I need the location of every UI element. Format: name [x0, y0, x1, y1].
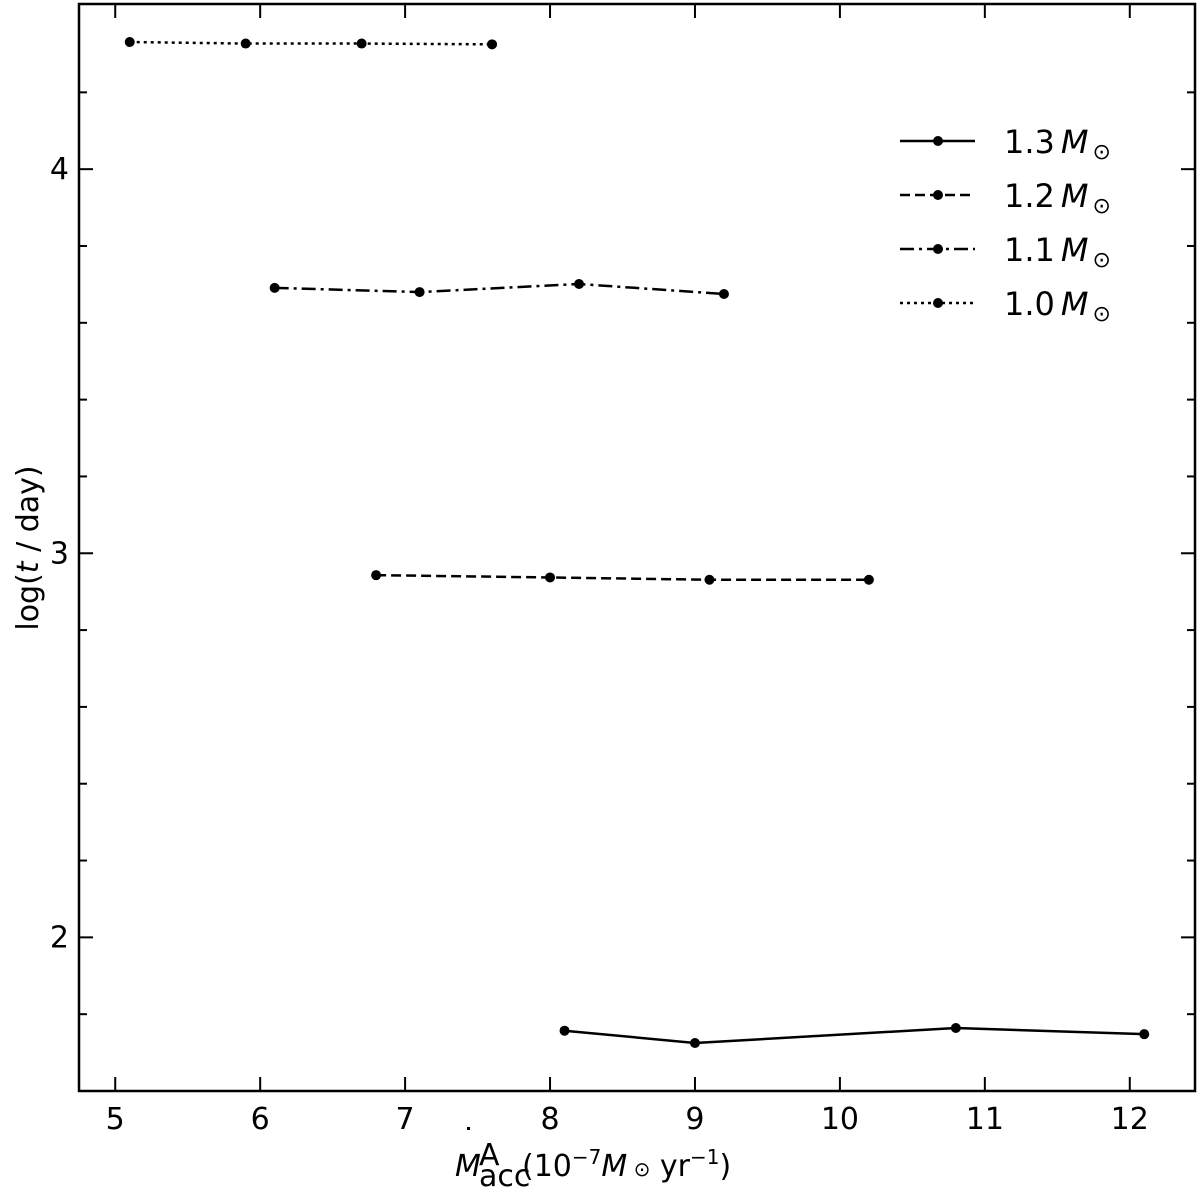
data-point [1139, 1029, 1150, 1040]
legend-label-value: 1.1 [1004, 231, 1055, 269]
svg-text:(10−7M ⊙ yr−1): (10−7M ⊙ yr−1) [522, 1145, 731, 1184]
legend-label: 1.1 M ⊙ [1004, 231, 1111, 273]
svg-text:acc: acc [479, 1159, 530, 1191]
x-tick-label: 9 [685, 1102, 704, 1137]
data-point [124, 37, 135, 48]
legend-label-symbol: M [1061, 231, 1089, 269]
data-point [240, 38, 251, 49]
data-point [950, 1023, 961, 1034]
series-line [129, 40, 493, 46]
x-tick-label: 6 [251, 1102, 270, 1137]
series-line [376, 573, 869, 582]
data-point [689, 1037, 700, 1048]
legend-label-sun-symbol: ⊙ [1093, 248, 1111, 273]
data-point [356, 38, 367, 49]
legend-label-value: 1.3 [1004, 123, 1055, 161]
y-axis-label: log(t / day) [11, 465, 46, 630]
legend-label: 1.0 M ⊙ [1004, 285, 1111, 327]
data-point [414, 287, 425, 298]
data-point [559, 1025, 570, 1036]
legend-label-sun-symbol: ⊙ [1093, 140, 1111, 165]
data-point [545, 572, 556, 583]
x-tick-label: 12 [1111, 1102, 1149, 1137]
svg-text:M: M [455, 1149, 481, 1184]
legend-label-symbol: M [1061, 177, 1089, 215]
data-point [718, 288, 729, 299]
axis-ticks: 5 6 7 8 9 10 11 12 2 3 4 [50, 4, 1195, 1137]
series-line [274, 282, 725, 296]
data-point [269, 282, 280, 293]
legend-label-symbol: M [1061, 123, 1089, 161]
series-line [564, 1026, 1145, 1045]
legend-marker [933, 190, 943, 200]
plot-area-frame [77, 2, 1197, 1093]
legend-label-symbol: M [1061, 285, 1089, 323]
x-tick-label: 5 [106, 1102, 125, 1137]
legend-label-sun-symbol: ⊙ [1093, 194, 1111, 219]
legend-label: 1.2 M ⊙ [1004, 177, 1111, 219]
x-tick-label: 7 [396, 1102, 415, 1137]
data-point [704, 574, 715, 585]
y-tick-label: 4 [50, 152, 69, 187]
y-tick-label: 2 [50, 920, 69, 955]
legend-marker [933, 136, 943, 146]
svg-text:log(t / day): log(t / day) [11, 465, 46, 630]
legend-label: 1.3 M ⊙ [1004, 123, 1111, 165]
data-point [574, 279, 585, 290]
data-point [371, 570, 382, 581]
y-tick-label: 3 [50, 536, 69, 571]
svg-text:A: A [479, 1138, 500, 1173]
svg-text:˙: ˙ [461, 1123, 476, 1158]
legend-marker [933, 298, 943, 308]
data-point [863, 574, 874, 585]
data-point [487, 39, 498, 50]
x-tick-label: 8 [540, 1102, 559, 1137]
x-tick-label: 11 [966, 1102, 1004, 1137]
legend-label-value: 1.0 [1004, 285, 1055, 323]
data-series [124, 37, 1150, 1048]
legend-label-value: 1.2 [1004, 177, 1055, 215]
legend-label-sun-symbol: ⊙ [1093, 302, 1111, 327]
x-tick-label: 10 [821, 1102, 859, 1137]
legend-marker [933, 244, 943, 254]
legend: 1.3 M ⊙1.2 M ⊙1.1 M ⊙1.0 M ⊙ [900, 123, 1111, 327]
